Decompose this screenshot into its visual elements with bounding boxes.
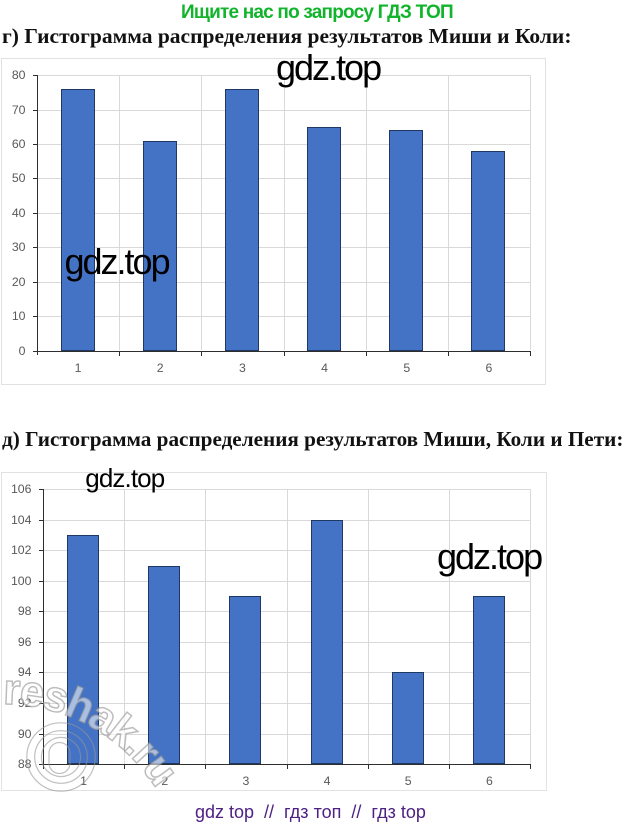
- svg-text:reshak.ru: reshak.ru: [3, 666, 187, 794]
